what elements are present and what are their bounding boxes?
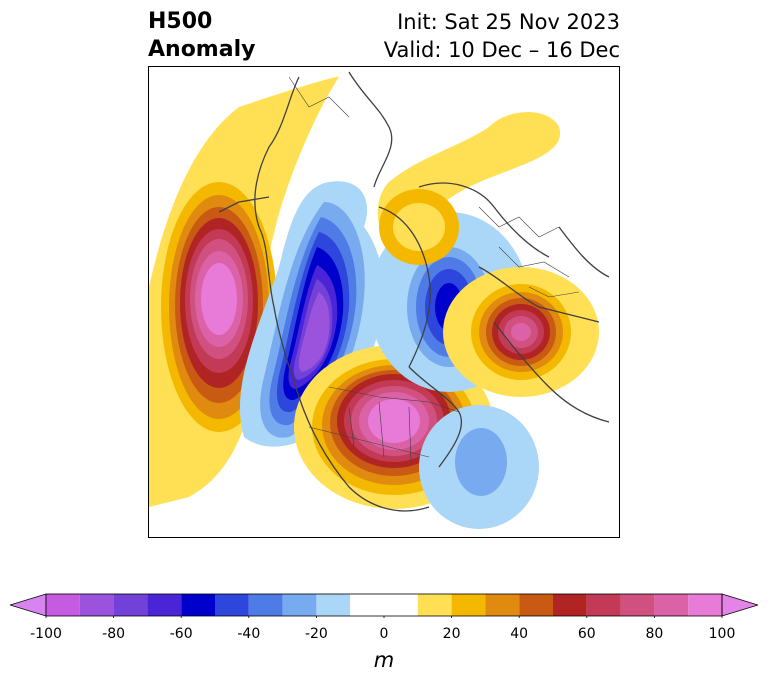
western-trough-negative-anomaly (239, 181, 384, 447)
colorbar-tick-label: 100 (708, 626, 736, 642)
colorbar-tick-label: 20 (442, 626, 461, 642)
colorbar-tick-label: -60 (169, 626, 193, 642)
colorbar-cell (79, 594, 114, 616)
title-variable: H500 (148, 9, 213, 34)
anomaly-map (148, 66, 620, 538)
colorbar-tick-label: 80 (645, 626, 664, 642)
colorbar-cell (417, 594, 452, 616)
colorbar-cell (113, 594, 148, 616)
title-kind: Anomaly (148, 37, 256, 62)
political-borders (288, 76, 580, 463)
anomaly-map-svg (149, 67, 619, 537)
colorbar-cell (519, 594, 553, 616)
colorbar-cell (350, 594, 418, 616)
colorbar-cell (485, 594, 520, 616)
colorbar-cell (46, 594, 80, 616)
colorbar-tick-label: -100 (30, 626, 62, 642)
colorbar-tick-label: -80 (102, 626, 126, 642)
colorbar-cell (654, 594, 689, 616)
colorbar-cell (688, 594, 722, 616)
title-right: Init: Sat 25 Nov 2023 Valid: 10 Dec – 16… (384, 8, 620, 64)
subtropical-atlantic-negative-anomaly (419, 405, 539, 529)
colorbar-cell (147, 594, 182, 616)
colorbar-tick-label: 60 (577, 626, 596, 642)
colorbar-cell (586, 594, 621, 616)
colorbar-cell (248, 594, 283, 616)
colorbar-tick-label: -40 (237, 626, 261, 642)
colorbar-tick-label: 0 (379, 626, 389, 642)
colorbar-tick-label: 40 (510, 626, 529, 642)
arctic-positive-anomaly (377, 112, 561, 265)
init-time: Init: Sat 25 Nov 2023 (397, 10, 620, 34)
colorbar-cell (553, 594, 587, 616)
colorbar-cell (215, 594, 249, 616)
colorbar-cell (620, 594, 655, 616)
colorbar-cell (181, 594, 215, 616)
colorbar-cell (282, 594, 317, 616)
colorbar-cell (316, 594, 351, 616)
colorbar-unit: m (373, 648, 395, 672)
colorbar-cell (451, 594, 486, 616)
colorbar-tick-label: -20 (304, 626, 328, 642)
title-left: H500 Anomaly (148, 8, 255, 64)
europe-positive-anomaly (443, 267, 599, 397)
colorbar-over-arrow (721, 593, 758, 617)
colorbar-under-arrow (10, 593, 47, 617)
colorbar (10, 593, 758, 618)
valid-range: Valid: 10 Dec – 16 Dec (383, 38, 620, 62)
